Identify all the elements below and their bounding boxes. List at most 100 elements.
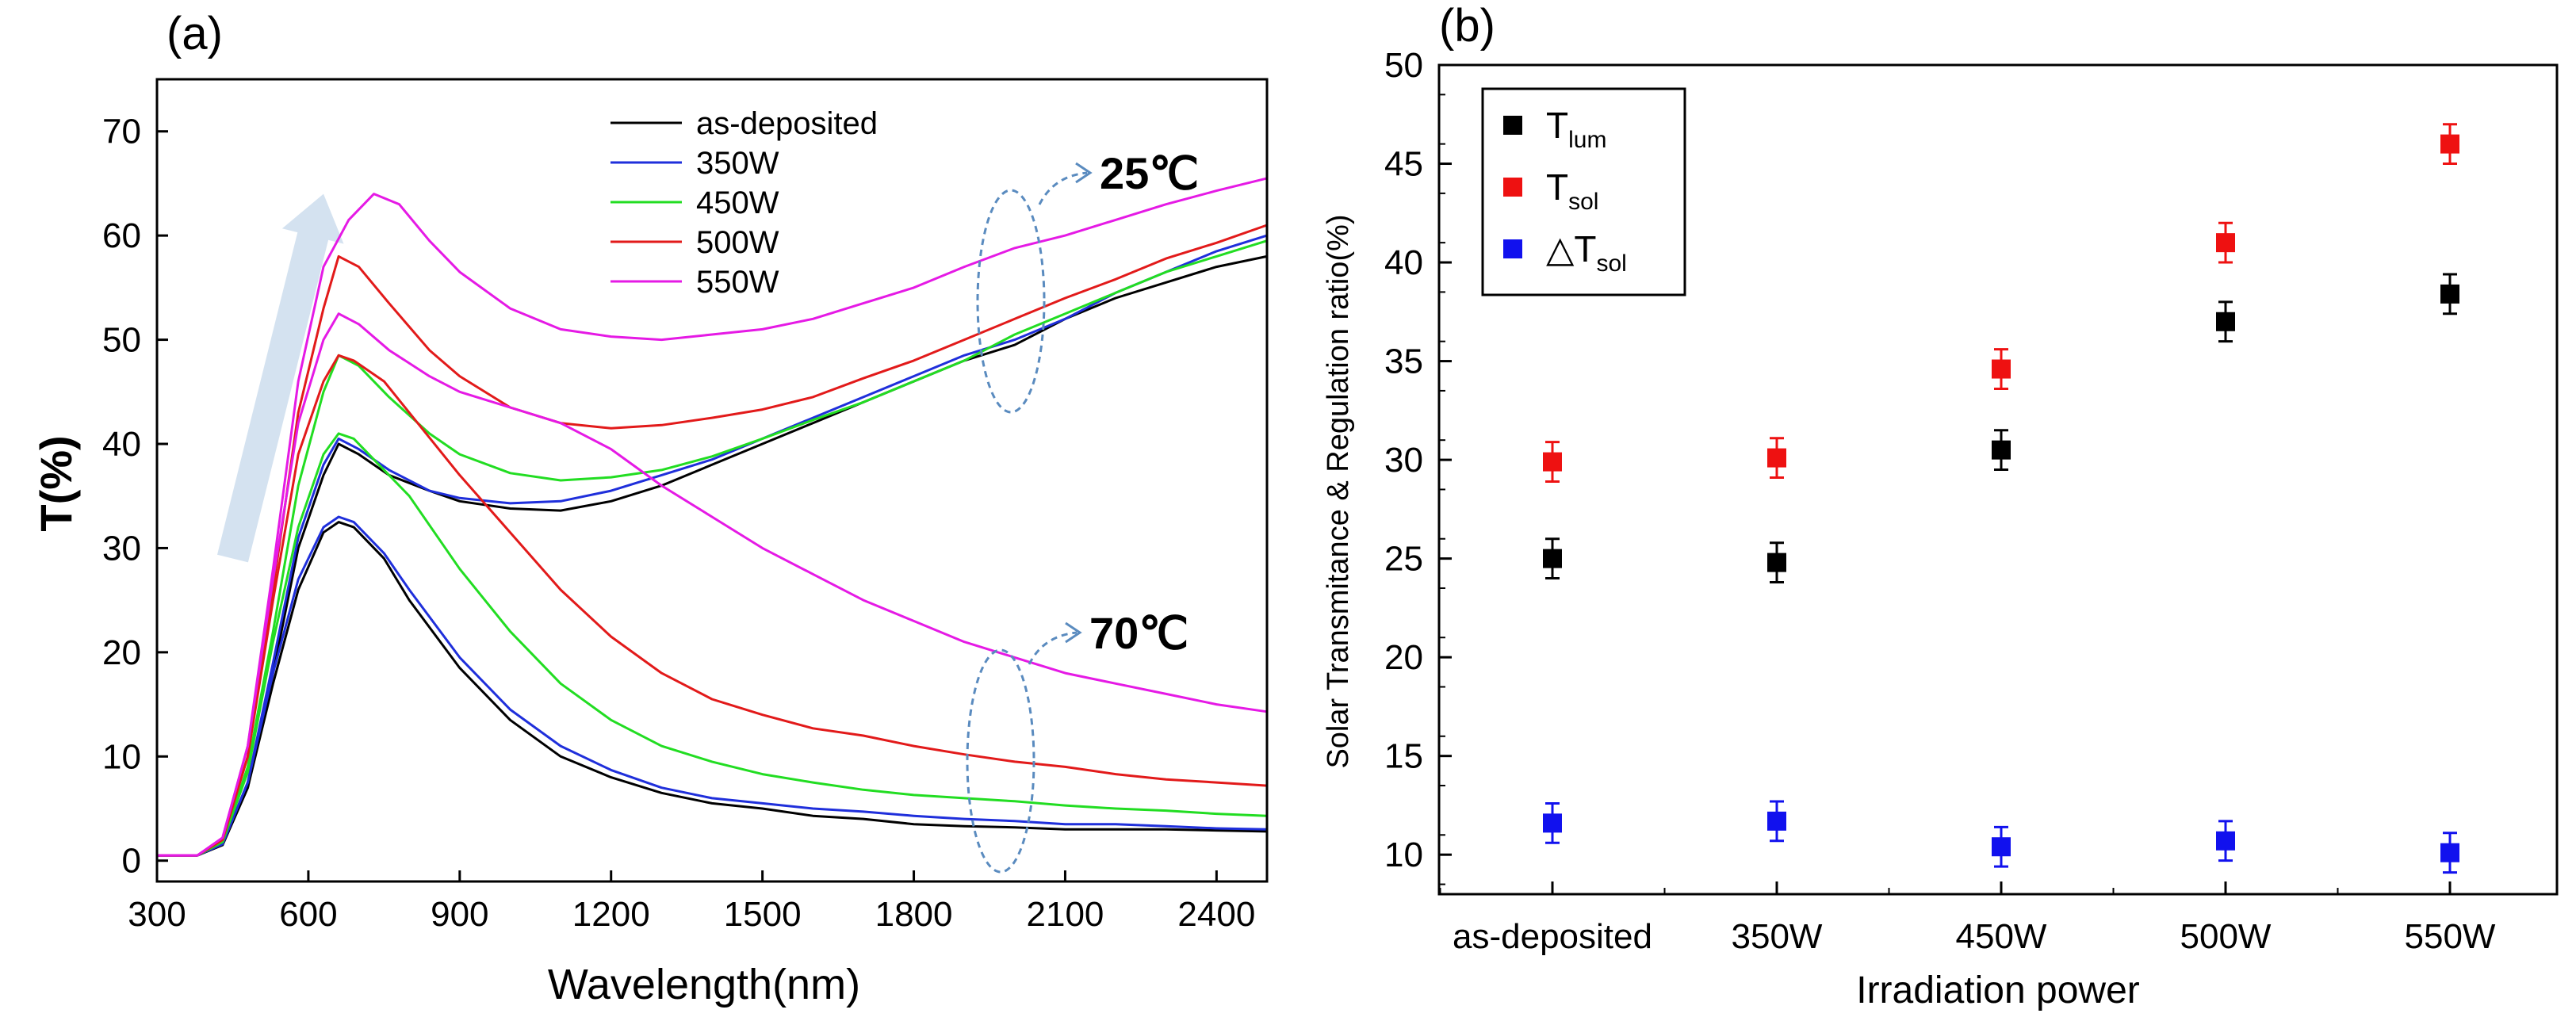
panel-b: (b) as-deposited 350W 450W 500W 550W 10 15 20 2… (1322, 0, 2559, 1011)
data-marker (1767, 811, 1786, 831)
panel-b-y-label: Solar Transmitance & Regulation ratio(%) (1322, 214, 1355, 768)
data-point-t-sol-350w (1767, 800, 1786, 843)
data-marker (2216, 233, 2235, 253)
panel-b-x-label: Irradiation power (1856, 969, 2140, 1011)
data-marker (2216, 831, 2235, 851)
data-marker (2440, 134, 2459, 154)
x-tick-label: 500W (2180, 917, 2272, 956)
panel-a-x-ticks: 300 600 900 1200 1500 1800 2100 2400 (128, 870, 1255, 934)
x-tick-label: 1200 (572, 895, 650, 934)
legend-label-350w: 350W (696, 146, 779, 181)
panel-a-y-ticks: 0 10 20 30 40 50 60 70 (102, 113, 168, 881)
data-point-t-lum-450w (1992, 429, 2011, 472)
data-point-t-sol-550w (2440, 832, 2459, 874)
y-tick-label: 15 (1384, 737, 1423, 776)
panel-b-legend: Tlum Tsol △Tsol (1481, 87, 1686, 296)
panel-a-frame (155, 78, 1269, 883)
y-tick-label: 20 (1384, 638, 1423, 677)
data-point-t-sol-450w (1992, 348, 2011, 390)
series-line-500w-70c (157, 354, 1268, 857)
x-tick-label: 900 (431, 895, 488, 934)
data-marker (2216, 312, 2235, 331)
x-tick-label: 550W (2405, 917, 2496, 956)
series-line-550w-70c (157, 312, 1268, 857)
x-tick-label: 2400 (1177, 895, 1255, 934)
legend-label-1: Tsol (1546, 166, 1598, 215)
series-line-450w-70c (157, 432, 1268, 857)
y-tick-label: 40 (102, 425, 141, 464)
panel-a: (a) 300 600 900 1200 1500 1800 2100 2400 0 10 20 3… (31, 8, 1269, 1008)
annotation-arrow-25 (1038, 171, 1088, 205)
x-tick-label: as-deposited (1453, 917, 1652, 956)
legend-marker-2 (1503, 239, 1522, 258)
panel-b-plot (1543, 123, 2459, 874)
data-marker (2440, 843, 2459, 862)
annotation-ellipse-70 (966, 648, 1035, 874)
legend-label-as-deposited: as-deposited (696, 106, 878, 141)
panel-a-annotations: 25℃ 70℃ (966, 148, 1199, 874)
data-point-t-lum-350w (1767, 541, 1786, 584)
legend-label-0: Tlum (1546, 105, 1606, 153)
y-tick-label: 60 (102, 216, 141, 255)
data-marker (1992, 359, 2011, 379)
data-marker (1543, 813, 1562, 833)
annotation-arrowhead-25 (1075, 162, 1093, 184)
x-tick-label: 1500 (724, 895, 802, 934)
y-tick-label: 30 (1384, 441, 1423, 480)
data-marker (1543, 549, 1562, 568)
y-tick-label: 35 (1384, 342, 1423, 381)
data-point-t-sol-550w (2440, 123, 2459, 166)
series-line-as-deposited-70c (157, 521, 1268, 857)
legend-marker-1 (1503, 178, 1522, 197)
x-tick-label: 2100 (1027, 895, 1104, 934)
y-tick-label: 0 (122, 842, 141, 881)
y-tick-label: 40 (1384, 243, 1423, 282)
annotation-arrowhead-70 (1065, 621, 1082, 644)
series-line-450w-25c (157, 239, 1268, 857)
y-tick-label: 50 (1384, 46, 1423, 85)
annotation-arrow-70 (1028, 631, 1077, 665)
x-tick-label: 450W (1956, 917, 2047, 956)
legend-label-2: △Tsol (1546, 228, 1627, 277)
panel-a-legend: as-deposited 350W 450W 500W 550W (611, 106, 878, 300)
panel-a-x-label: Wavelength(nm) (548, 961, 860, 1008)
annotation-label-70: 70℃ (1089, 608, 1188, 658)
x-tick-label: 350W (1732, 917, 1823, 956)
y-tick-label: 30 (102, 529, 141, 568)
data-point-t-sol-450w (1992, 825, 2011, 868)
data-marker (1767, 448, 1786, 468)
data-point-t-sol-as-deposited (1543, 441, 1562, 483)
annotation-ellipse-25 (976, 189, 1046, 414)
data-marker (2440, 284, 2459, 304)
panel-b-y-ticks: 10 15 20 25 30 35 40 45 50 (1384, 46, 1452, 885)
data-point-t-sol-350w (1767, 437, 1786, 480)
legend-label-550w: 550W (696, 265, 779, 300)
data-point-t-sol-500w (2216, 221, 2235, 264)
y-tick-label: 10 (1384, 836, 1423, 874)
panel-a-y-label: T(%) (31, 435, 81, 531)
y-tick-label: 45 (1384, 145, 1423, 184)
y-tick-label: 50 (102, 321, 141, 360)
panel-a-label: (a) (167, 8, 223, 59)
power-increase-arrow (217, 193, 344, 563)
series-line-350w-70c (157, 515, 1268, 857)
legend-label-500w: 500W (696, 225, 779, 260)
panel-b-label: (b) (1439, 0, 1495, 52)
data-marker (1992, 440, 2011, 460)
x-tick-label: 600 (279, 895, 337, 934)
series-line-350w-25c (157, 234, 1268, 857)
data-point-t-lum-500w (2216, 300, 2235, 343)
legend-label-450w: 450W (696, 185, 779, 220)
series-line-as-deposited-25c (157, 254, 1268, 857)
panel-b-frame (1437, 63, 2559, 896)
x-tick-label: 1800 (875, 895, 953, 934)
x-tick-label: 300 (128, 895, 186, 934)
y-tick-label: 10 (102, 737, 141, 776)
data-point-t-sol-as-deposited (1543, 801, 1562, 844)
y-tick-label: 70 (102, 113, 141, 151)
legend-marker-0 (1503, 116, 1522, 135)
data-marker (1992, 837, 2011, 857)
y-tick-label: 25 (1384, 540, 1423, 579)
panel-b-x-ticks: as-deposited 350W 450W 500W 550W (1439, 881, 2496, 956)
